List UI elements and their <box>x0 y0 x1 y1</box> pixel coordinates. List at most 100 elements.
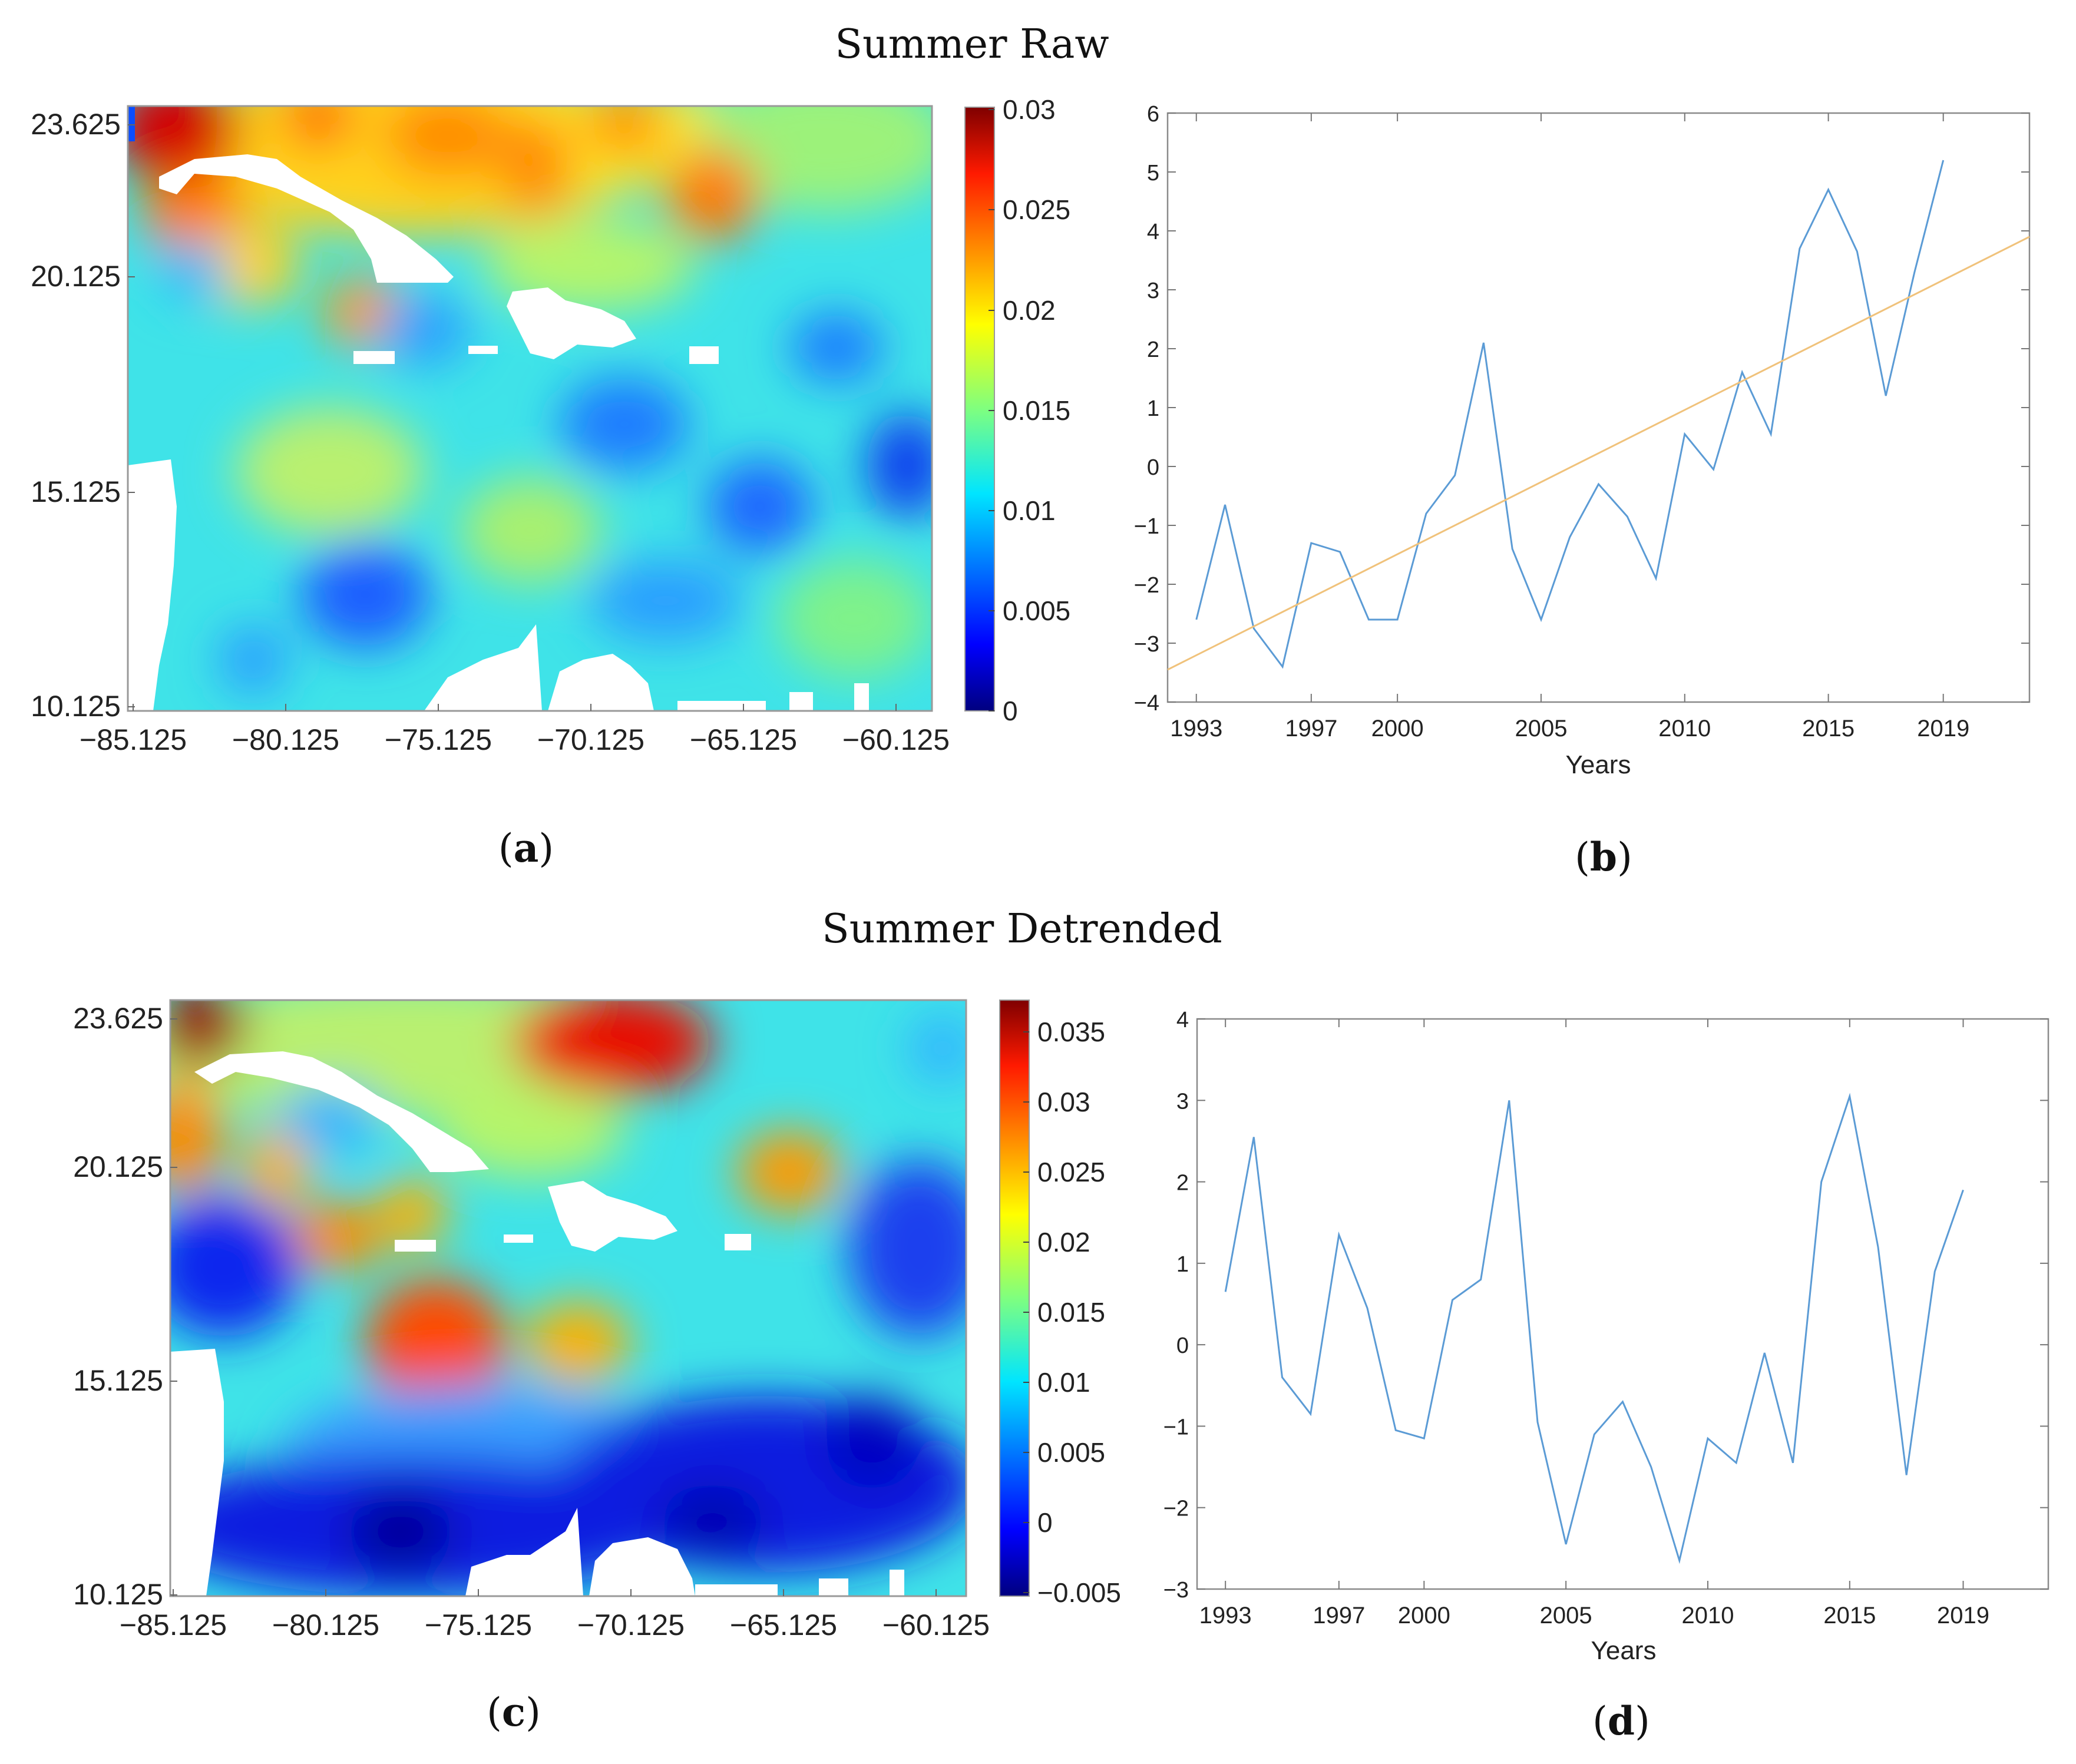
c-x-tick-label: −75.125 <box>425 1609 532 1641</box>
panel-d-line-chart: 1993 1997 2000 2005 2010 2015 201943210−1−2−3 … <box>1163 1008 2049 1665</box>
a-colorbar-tick-label: 0.005 <box>1003 595 1070 626</box>
a-colorbar-tick-label: 0 <box>1003 696 1018 726</box>
a-x-tick-label: −65.125 <box>690 723 797 756</box>
d-y-tick-label: 2 <box>1176 1171 1189 1196</box>
colorbar-c-tick-labels: 0.035 0.03 0.025 0.02 0.015 0.01 0.005 0 −0.005 <box>1023 1017 1121 1608</box>
b-ticks: 1993 1997 2000 2005 2010 2015 2019 6 5 4 3 2 1 0 −1 −2 −… <box>1134 102 2029 742</box>
d-y-tick-label: −2 <box>1163 1497 1189 1521</box>
colorbar-a <box>964 107 995 711</box>
label-d-letter: d <box>1608 1698 1635 1744</box>
c-colorbar-tick-label: 0.015 <box>1037 1297 1105 1328</box>
b-y-tick-label: −1 <box>1134 514 1159 539</box>
d-plot-area <box>1196 1018 2049 1590</box>
a-y-tick-label: 20.125 <box>31 260 121 293</box>
c-colorbar-tick-label: −0.005 <box>1037 1577 1121 1608</box>
colorbar-c <box>999 1000 1030 1597</box>
d-ticks: 1993 1997 2000 2005 2010 2015 2019 4 3 2 1 0 −1 −2 −3 <box>1163 1008 2048 1629</box>
panel-a-heatmap: −85.125 −80.125 −75.125 −70.125 −65.125 −60.1… <box>31 94 1070 756</box>
b-y-tick-label: 6 <box>1147 102 1159 127</box>
b-y-tick-label: 0 <box>1147 455 1159 480</box>
d-y-tick-label: 4 <box>1176 1008 1189 1032</box>
panel-b-line-chart: 1993 1997 2000 2005 2010 2015 2019 6 5 4 3 2 1 0 −1 −2 −… <box>1134 102 2031 779</box>
panel-c-heatmap: −85.125 −80.125 −75.125 −70.125 −65.125 −60.1… <box>73 999 1121 1641</box>
a-x-tick-label: −85.125 <box>80 723 187 756</box>
d-x-tick-label: 2019 <box>1937 1603 1989 1629</box>
b-x-tick-label: 1997 <box>1285 716 1337 742</box>
heatmap-a-field <box>128 106 932 711</box>
c-y-tick-label: 20.125 <box>73 1150 163 1183</box>
d-x-tick-label: 1993 <box>1199 1603 1252 1629</box>
c-colorbar-tick-label: 0.03 <box>1037 1087 1090 1117</box>
label-a-letter: a <box>514 825 539 871</box>
b-x-tick-label: 2010 <box>1658 716 1711 742</box>
b-y-tick-label: 3 <box>1147 279 1159 303</box>
a-y-tick-label: 15.125 <box>31 475 121 508</box>
label-d: (d) <box>1592 1698 1650 1744</box>
b-x-axis-label: Years <box>1566 750 1631 779</box>
c-colorbar-tick-label: 0 <box>1037 1507 1053 1538</box>
a-x-tick-labels: −85.125 −80.125 −75.125 −70.125 −65.125 −60.1… <box>80 704 950 756</box>
d-data-series-line <box>1224 1093 1964 1564</box>
d-x-tick-label: 1997 <box>1313 1603 1365 1629</box>
label-c: (c) <box>487 1689 541 1735</box>
a-y-tick-label: 23.625 <box>31 108 121 141</box>
a-y-tick-label: 10.125 <box>31 690 121 723</box>
a-colorbar-tick-label: 0.02 <box>1003 295 1056 326</box>
d-y-tick-label: 3 <box>1176 1089 1189 1114</box>
b-y-tick-label: −4 <box>1134 691 1159 716</box>
b-x-tick-label: 2019 <box>1917 716 1969 742</box>
title-summer-detrended: Summer Detrended <box>822 906 1222 952</box>
b-x-tick-label: 2005 <box>1515 716 1567 742</box>
label-b-letter: b <box>1590 834 1617 880</box>
c-colorbar-tick-label: 0.025 <box>1037 1157 1105 1187</box>
b-y-tick-label: 5 <box>1147 161 1159 186</box>
c-x-tick-labels: −85.125 −80.125 −75.125 −70.125 −65.125 −60.1… <box>120 1589 990 1641</box>
b-x-tick-label: 2015 <box>1802 716 1854 742</box>
label-c-letter: c <box>502 1689 525 1735</box>
a-x-tick-label: −60.125 <box>842 723 950 756</box>
b-data-series-line <box>1195 160 1945 669</box>
c-x-tick-label: −85.125 <box>120 1609 227 1641</box>
d-y-tick-label: −3 <box>1163 1578 1189 1603</box>
label-a: (a) <box>498 825 554 871</box>
b-y-tick-label: 4 <box>1147 220 1159 244</box>
b-x-tick-label: 2000 <box>1371 716 1424 742</box>
a-colorbar-tick-label: 0.025 <box>1003 194 1070 225</box>
colorbar-a-tick-labels: 0.03 0.025 0.02 0.015 0.01 0.005 0 <box>989 94 1070 726</box>
title-summer-raw: Summer Raw <box>835 21 1109 68</box>
d-y-tick-label: 0 <box>1176 1333 1189 1358</box>
b-trend-line <box>1167 236 2030 671</box>
c-y-tick-label: 23.625 <box>73 1002 163 1035</box>
c-x-tick-label: −80.125 <box>272 1609 379 1641</box>
c-x-tick-label: −70.125 <box>577 1609 685 1641</box>
c-colorbar-tick-label: 0.035 <box>1037 1017 1105 1047</box>
b-x-tick-label: 1993 <box>1170 716 1222 742</box>
d-x-tick-label: 2010 <box>1682 1603 1734 1629</box>
a-colorbar-tick-label: 0.03 <box>1003 94 1056 125</box>
c-y-tick-labels: 23.625 20.125 15.125 10.125 <box>73 1002 177 1611</box>
d-series <box>1224 1093 1964 1564</box>
b-y-tick-label: 2 <box>1147 337 1159 362</box>
d-y-tick-label: 1 <box>1176 1252 1189 1277</box>
d-x-tick-label: 2015 <box>1823 1603 1876 1629</box>
a-colorbar-tick-label: 0.015 <box>1003 395 1070 426</box>
d-x-tick-label: 2000 <box>1398 1603 1450 1629</box>
a-x-tick-label: −75.125 <box>385 723 492 756</box>
b-y-tick-label: 1 <box>1147 396 1159 421</box>
c-colorbar-tick-label: 0.005 <box>1037 1437 1105 1468</box>
c-x-tick-label: −65.125 <box>730 1609 837 1641</box>
d-y-tick-label: −1 <box>1163 1415 1189 1439</box>
label-b: (b) <box>1575 834 1632 880</box>
heatmap-c-field <box>170 1000 966 1596</box>
c-colorbar-tick-label: 0.02 <box>1037 1227 1090 1257</box>
c-x-tick-label: −60.125 <box>882 1609 990 1641</box>
c-y-tick-label: 10.125 <box>73 1578 163 1611</box>
b-y-tick-label: −2 <box>1134 573 1159 598</box>
b-y-tick-label: −3 <box>1134 632 1159 657</box>
c-y-tick-label: 15.125 <box>73 1364 163 1397</box>
a-x-tick-label: −80.125 <box>232 723 339 756</box>
b-series <box>1167 160 2030 671</box>
a-y-tick-labels: 23.625 20.125 15.125 10.125 <box>31 108 135 723</box>
b-plot-area <box>1166 112 2031 703</box>
